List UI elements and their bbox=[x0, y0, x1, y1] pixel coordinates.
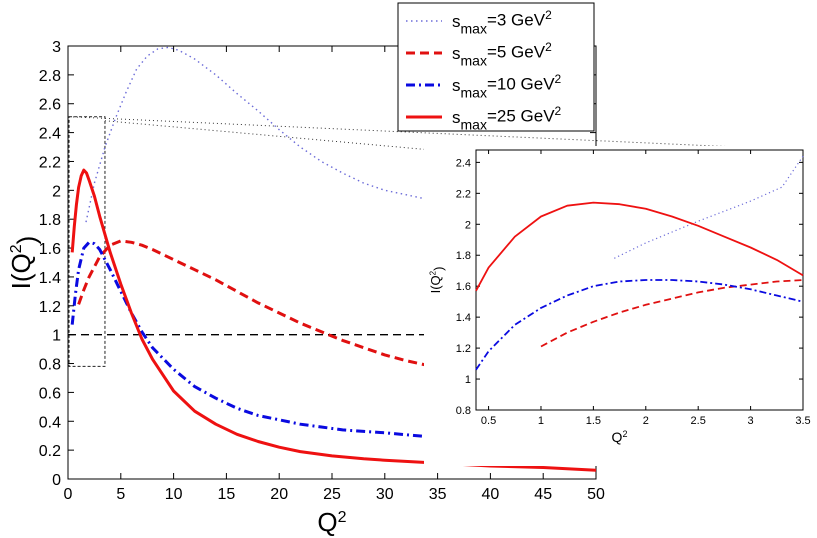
inset-x-tick-label: 1 bbox=[538, 415, 544, 427]
legend-label: smax=3 GeV2 bbox=[452, 8, 552, 36]
x-tick-label: 5 bbox=[116, 486, 125, 503]
x-tick-label: 35 bbox=[429, 486, 447, 503]
inset-y-tick-label: 1.4 bbox=[456, 312, 471, 324]
x-tick-label: 45 bbox=[534, 486, 552, 503]
y-tick-label: 1.4 bbox=[39, 270, 61, 287]
y-tick-label: 2.6 bbox=[39, 97, 61, 114]
y-tick-label: 0 bbox=[52, 472, 61, 489]
y-tick-label: 2 bbox=[52, 183, 61, 200]
inset-y-tick-label: 1 bbox=[465, 374, 471, 386]
inset-y-tick-label: 2 bbox=[465, 219, 471, 231]
x-tick-label: 40 bbox=[482, 486, 500, 503]
series-line-main-3 bbox=[70, 168, 597, 472]
y-tick-label: 1.6 bbox=[39, 241, 61, 258]
inset-y-axis-label: I(Q2) bbox=[428, 267, 446, 294]
series-line-main-1 bbox=[77, 239, 433, 368]
inset-y-tick-label: 2.4 bbox=[456, 157, 471, 169]
y-tick-label: 1.8 bbox=[39, 212, 61, 229]
inset-y-tick-label: 1.2 bbox=[456, 343, 471, 355]
legend-label: smax=25 GeV2 bbox=[452, 104, 562, 132]
y-tick-label: 1.2 bbox=[39, 299, 61, 316]
legend-label: smax=5 GeV2 bbox=[452, 40, 552, 68]
inset-y-tick-label: 1.8 bbox=[456, 250, 471, 262]
legend-label: smax=10 GeV2 bbox=[452, 72, 562, 100]
inset-x-tick-label: 0.5 bbox=[481, 415, 496, 427]
inset-y-tick-label: 2.2 bbox=[456, 188, 471, 200]
y-tick-label: 0.6 bbox=[39, 385, 61, 402]
inset-x-axis-label: Q2 bbox=[612, 429, 628, 445]
x-tick-label: 30 bbox=[376, 486, 394, 503]
legend-box bbox=[397, 2, 595, 132]
x-tick-label: 0 bbox=[64, 486, 73, 503]
zoom-box bbox=[68, 116, 106, 367]
inset-y-tick-label: 1.6 bbox=[456, 281, 471, 293]
y-tick-label: 2.2 bbox=[39, 154, 61, 171]
series-line-main-2 bbox=[70, 240, 433, 439]
series-line-inset-1 bbox=[540, 279, 804, 348]
inset-x-tick-label: 2.5 bbox=[691, 415, 706, 427]
y-tick-label: 1 bbox=[52, 328, 61, 345]
x-tick-label: 10 bbox=[165, 486, 183, 503]
y-tick-label: 2.4 bbox=[39, 126, 61, 143]
y-tick-label: 2.8 bbox=[39, 68, 61, 85]
x-axis-label: Q2 bbox=[317, 507, 346, 537]
inset-plot-frame bbox=[475, 149, 804, 411]
zoom-connector bbox=[69, 116, 804, 151]
x-tick-label: 20 bbox=[270, 486, 288, 503]
y-axis-label: I(Q2) bbox=[6, 236, 42, 290]
x-tick-label: 15 bbox=[218, 486, 236, 503]
inset-y-tick-label: 0.8 bbox=[456, 405, 471, 417]
series-line-inset-2 bbox=[475, 279, 804, 371]
inset-x-tick-label: 2 bbox=[643, 415, 649, 427]
series-line-inset-3 bbox=[475, 201, 804, 292]
y-tick-label: 0.2 bbox=[39, 443, 61, 460]
y-tick-label: 0.8 bbox=[39, 357, 61, 374]
y-tick-label: 0.4 bbox=[39, 414, 61, 431]
inset-x-tick-label: 3 bbox=[748, 415, 754, 427]
y-tick-label: 3 bbox=[52, 39, 61, 56]
inset-x-tick-label: 3.5 bbox=[795, 415, 810, 427]
x-tick-label: 50 bbox=[587, 486, 605, 503]
inset-x-tick-label: 1.5 bbox=[586, 415, 601, 427]
x-tick-label: 25 bbox=[323, 486, 341, 503]
